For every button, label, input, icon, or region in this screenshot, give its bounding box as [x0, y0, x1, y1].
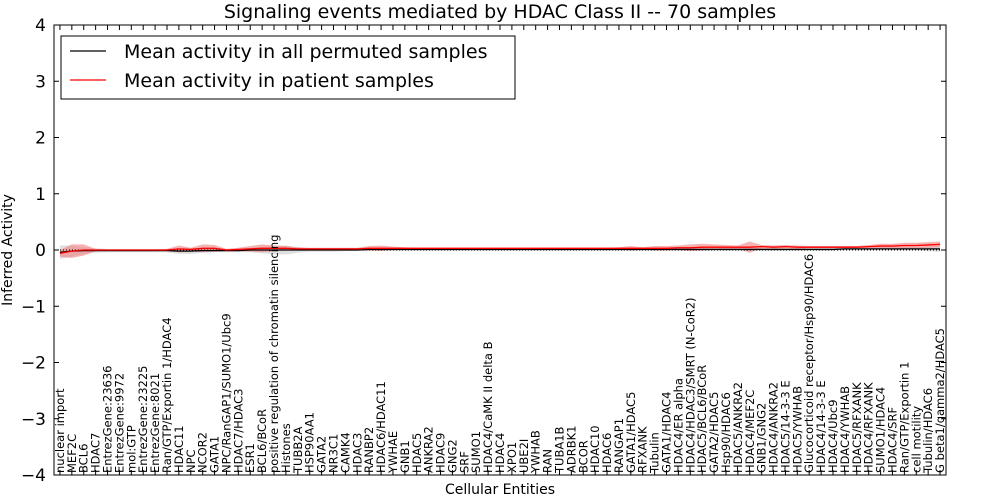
y-tick-label: 4 — [35, 16, 46, 36]
x-tick-label: HDAC7 — [89, 433, 103, 473]
y-tick-label: 1 — [35, 185, 46, 205]
x-tick-label: RFXANK — [636, 426, 650, 473]
x-tick-label: HSP90AA1 — [303, 412, 317, 473]
x-tick-label: HDAC7/HDAC3 — [231, 389, 245, 474]
x-tick-label: HDAC5/14-3-3 E — [778, 380, 792, 473]
x-tick-label: Glucocorticoid receptor/Hsp90/HDAC6 — [802, 254, 816, 473]
chart-title: Signaling events mediated by HDAC Class … — [224, 1, 776, 23]
x-tick-label: YWHAE — [386, 431, 400, 474]
x-tick-label: HDAC6/HDAC11 — [374, 381, 388, 473]
band-patient — [59, 241, 941, 258]
x-tick-label: cell motility — [909, 406, 923, 473]
x-tick-label: ESR1 — [243, 443, 257, 473]
x-tick-label: HDAC5 — [410, 433, 424, 473]
y-axis-label: Inferred Activity — [0, 194, 16, 306]
x-tick-label: SUMO1 — [469, 431, 483, 473]
y-tick-label: 2 — [35, 129, 46, 149]
x-tick-label: RANBP2 — [362, 427, 376, 473]
x-tick-label: HDAC4/RFXANK — [862, 382, 876, 473]
x-tick-label: HDAC5/ANKRA2 — [731, 382, 745, 473]
x-tick-label: HDAC4/14-3-3 E — [814, 380, 828, 473]
x-tick-label: HDAC9 — [434, 433, 448, 473]
x-tick-label: HDAC4/ER alpha — [671, 378, 685, 473]
y-tick-label: 0 — [35, 241, 46, 261]
legend: Mean activity in all permuted samples Me… — [60, 35, 516, 100]
x-tick-label: HDAC4/YWHAB — [838, 386, 852, 473]
x-tick-label: NR3C1 — [326, 434, 340, 473]
x-tick-label: HDAC4/CaMK II delta B — [481, 341, 495, 473]
legend-label-patient: Mean activity in patient samples — [124, 70, 434, 92]
x-tick-label: BCL6 — [77, 444, 91, 473]
x-tick-label: GATA1/HDAC5 — [624, 392, 638, 473]
x-tick-label: ANKRA2 — [422, 426, 436, 473]
x-tick-label: GATA2 — [315, 436, 329, 473]
x-tick-label: Tubulin — [648, 432, 662, 474]
x-tick-label: GATA1 — [208, 436, 222, 473]
x-tick-label: EntrezGene:23225 — [136, 366, 150, 473]
x-tick-label: HDAC5/BCL6/BCoR — [695, 365, 709, 473]
x-tick-label: nuclear import — [53, 388, 67, 473]
x-tick-label: HDAC4/Ubc9 — [826, 399, 840, 473]
series-line-patient — [59, 243, 941, 255]
legend-label-permuted: Mean activity in all permuted samples — [124, 41, 487, 63]
x-tick-label: Hsp90/HDAC6 — [719, 392, 733, 473]
x-tick-label: RANGAP1 — [612, 418, 626, 473]
x-tick-label: NPC — [184, 449, 198, 473]
y-tick-label: −2 — [21, 354, 46, 374]
x-tick-label: GATA1/HDAC4 — [660, 392, 674, 473]
x-tick-label: RAN — [541, 449, 555, 473]
x-tick-label: MEF2C — [65, 434, 79, 473]
x-tick-label: SRF — [457, 451, 471, 473]
x-tick-label: NPC/RanGAP1/SUMO1/Ubc9 — [219, 313, 233, 473]
x-tick-label: HDAC4/HDAC3/SMRT (N-CoR2) — [683, 297, 697, 473]
x-tick-label: XPO1 — [505, 442, 519, 473]
x-tick-label: EntrezGene:8021 — [148, 373, 162, 473]
x-tick-label: GNB1 — [398, 440, 412, 473]
x-tick-label: positive regulation of chromatin silenci… — [267, 235, 281, 473]
x-tick-label: HDAC4 — [493, 433, 507, 473]
x-tick-label: EntrezGene:23636 — [101, 366, 115, 473]
x-tick-label: GNG2 — [445, 439, 459, 473]
x-tick-label: TUBA1B — [552, 426, 566, 474]
x-tick-label: HDAC4/MEF2C — [743, 390, 757, 473]
x-tick-label: YWHAB — [529, 430, 543, 474]
x-tick-label: Ran/GTP/Exportin 1/HDAC4 — [160, 317, 174, 473]
x-tick-label: Histones — [279, 423, 293, 473]
y-tick-label: −3 — [21, 410, 46, 430]
x-tick-label: ADRBK1 — [564, 426, 578, 473]
x-tick-label: CAMK4 — [338, 432, 352, 473]
legend-frame — [60, 35, 516, 100]
x-tick-label: HDAC6 — [600, 433, 614, 473]
series-line-permuted — [59, 248, 941, 253]
x-tick-label: HDAC5/YWHAB — [790, 386, 804, 473]
y-tick-label: −1 — [21, 297, 46, 317]
x-tick-label: SUMO1/HDAC4 — [874, 387, 888, 473]
y-tick-label: 3 — [35, 72, 46, 92]
x-tick-label: EntrezGene:9972 — [112, 373, 126, 473]
x-tick-label: Tubulin/HDAC6 — [921, 388, 935, 474]
x-tick-label: GATA2/HDAC5 — [707, 392, 721, 473]
x-tick-label: HDAC5/RFXANK — [850, 382, 864, 473]
x-tick-label: mol:GTP — [124, 425, 138, 473]
y-tick-label: −4 — [21, 466, 46, 486]
x-tick-label: GNB1/GNG2 — [755, 403, 769, 473]
x-tick-label: HDAC3 — [350, 433, 364, 473]
x-tick-label: TUBB2A — [291, 426, 305, 474]
x-tick-label: HDAC11 — [172, 425, 186, 473]
x-tick-label: Ran/GTP/Exportin 1 — [897, 362, 911, 473]
x-axis-label: Cellular Entities — [445, 482, 555, 498]
x-tick-label: G beta1/gamma2/HDAC5 — [933, 328, 947, 473]
x-tick-label: HDAC10 — [588, 425, 602, 473]
x-tick-label: HDAC4/SRF — [885, 407, 899, 473]
x-tick-label: NCOR2 — [196, 432, 210, 473]
x-tick-label: UBE2I — [517, 439, 531, 473]
x-tick-label: BCL6/BCoR — [255, 409, 269, 473]
x-tick-label: HDAC4/ANKRA2 — [767, 382, 781, 473]
x-tick-label: BCOR — [576, 440, 590, 473]
